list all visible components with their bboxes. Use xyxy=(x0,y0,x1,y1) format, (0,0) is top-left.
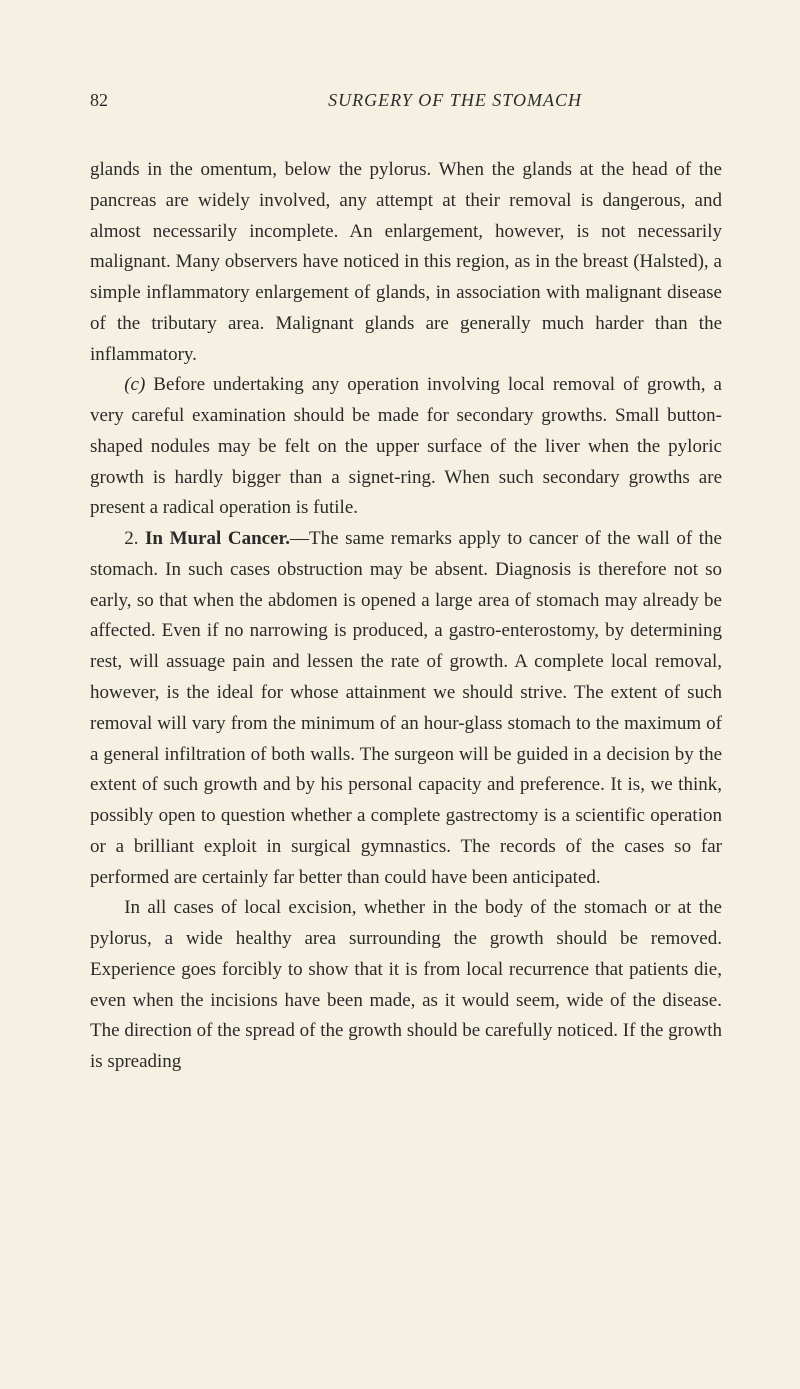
paragraph-1: glands in the omentum, below the pylorus… xyxy=(90,155,722,370)
list-marker-c: (c) xyxy=(124,374,145,395)
paragraph-3: 2. In Mural Cancer.—The same remarks app… xyxy=(90,524,722,893)
section-number: 2. xyxy=(124,528,145,549)
paragraph-4: In all cases of local excision, whether … xyxy=(90,893,722,1078)
paragraph-3-text: —The same remarks apply to cancer of the… xyxy=(90,528,722,887)
running-head: SURGERY OF THE STOMACH xyxy=(328,90,582,111)
body-text: glands in the omentum, below the pylorus… xyxy=(90,155,722,1078)
page-header: 82 SURGERY OF THE STOMACH xyxy=(90,90,722,111)
paragraph-2-text: Before undertaking any operation involvi… xyxy=(90,374,722,518)
section-title: In Mural Cancer. xyxy=(145,528,290,549)
paragraph-2: (c) Before undertaking any operation inv… xyxy=(90,370,722,524)
page-number: 82 xyxy=(90,90,108,111)
